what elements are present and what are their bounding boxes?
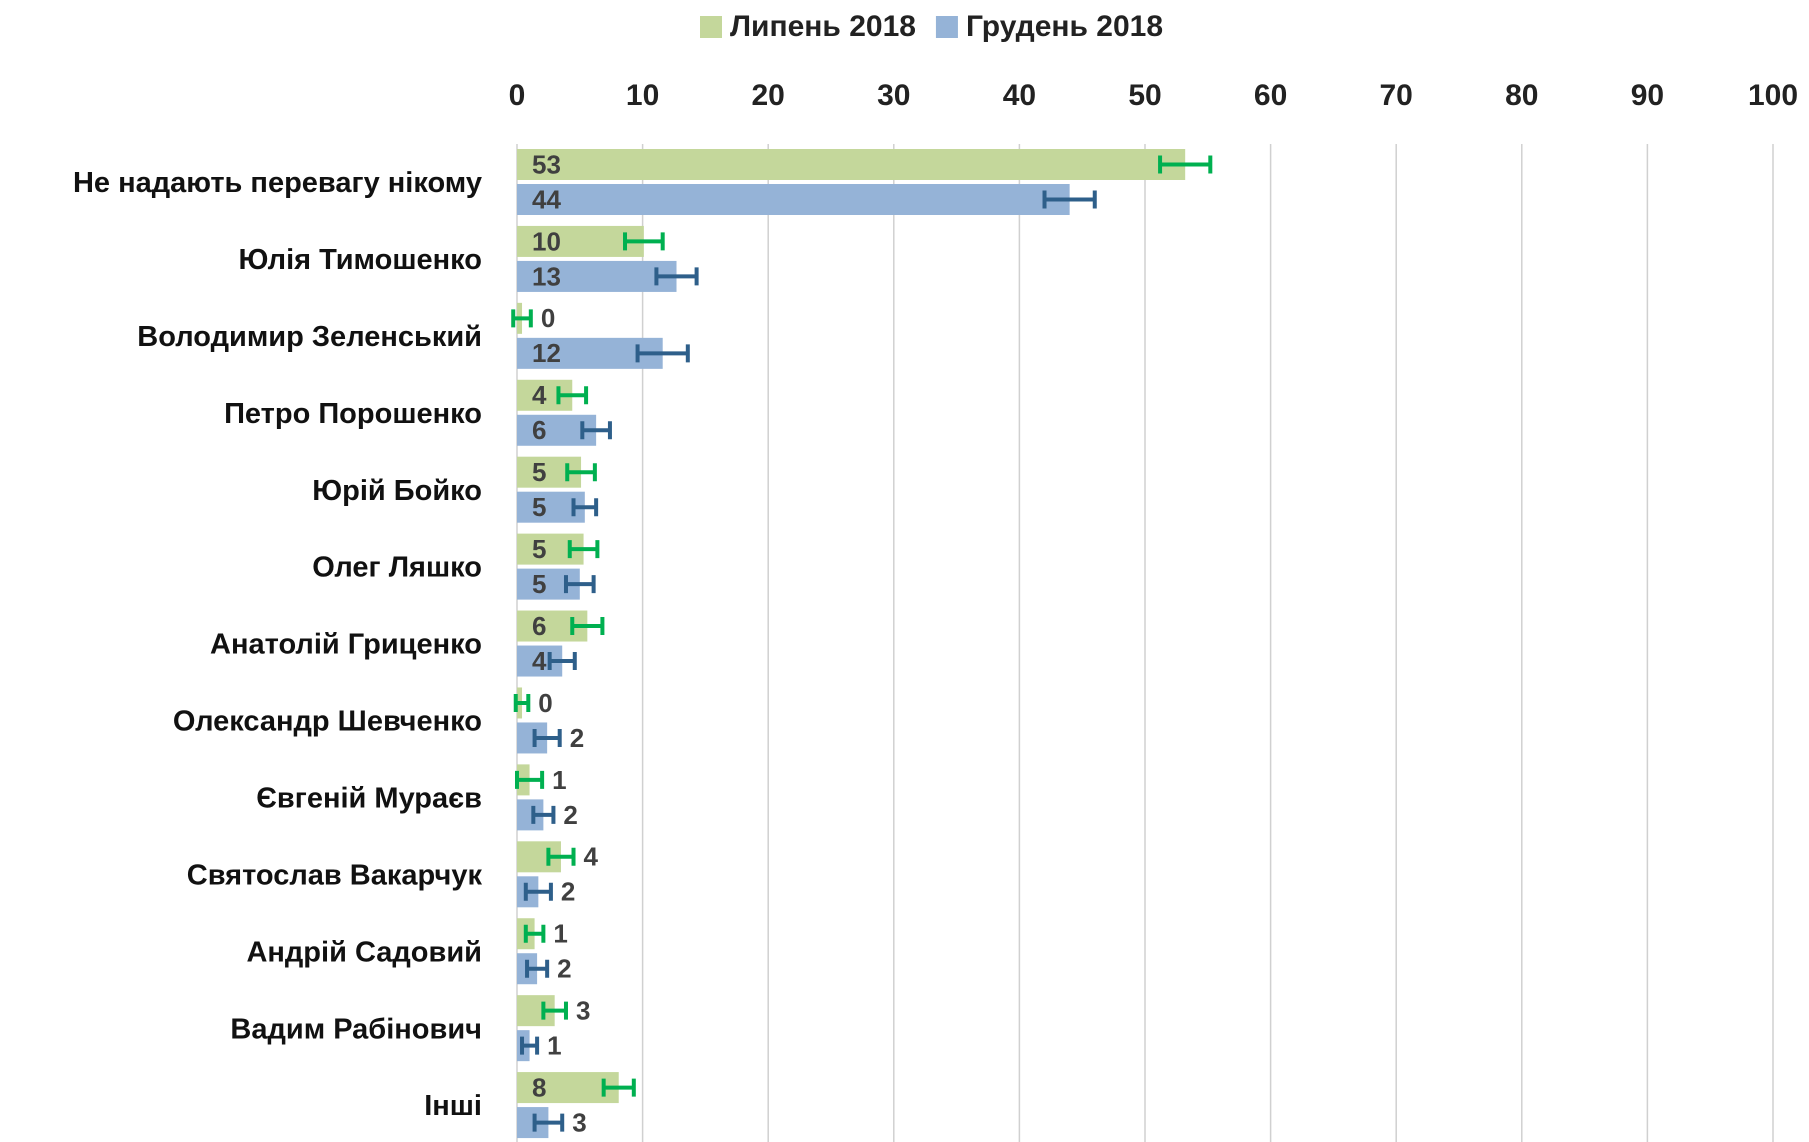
error-bar — [571, 498, 599, 517]
error-bar — [532, 728, 562, 747]
error-bar — [513, 693, 531, 712]
error-bar — [654, 267, 699, 286]
data-label: 5 — [532, 492, 546, 522]
category-label: Юлія Тимошенко — [238, 244, 482, 276]
category-label: Олег Ляшко — [312, 552, 482, 584]
x-tick-label: 70 — [1380, 79, 1413, 112]
error-bar — [635, 344, 690, 363]
error-bar — [531, 805, 556, 824]
data-label: 0 — [538, 688, 552, 718]
error-bar — [1042, 190, 1097, 209]
data-label: 53 — [532, 149, 561, 179]
data-label: 2 — [563, 800, 577, 830]
bar — [517, 184, 1070, 215]
error-bar — [511, 309, 533, 328]
data-label: 2 — [570, 723, 584, 753]
category-label: Олександр Шевченко — [173, 706, 482, 738]
category-label: Вадим Рабінович — [230, 1013, 482, 1045]
error-bar — [565, 463, 597, 482]
data-label: 3 — [572, 1107, 586, 1137]
data-label: 4 — [532, 646, 547, 676]
x-tick-label: 20 — [752, 79, 785, 112]
data-label: 2 — [561, 877, 575, 907]
data-label: 0 — [541, 303, 555, 333]
data-label: 8 — [532, 1072, 546, 1102]
data-label: 13 — [532, 261, 561, 291]
error-bar — [567, 540, 600, 559]
x-tick-label: 0 — [509, 79, 526, 112]
data-label: 2 — [557, 954, 571, 984]
legend-label: Грудень 2018 — [966, 10, 1163, 43]
data-label: 4 — [584, 842, 599, 872]
data-label: 1 — [547, 1031, 561, 1061]
category-label: Юрій Бойко — [312, 475, 482, 507]
category-label: Анатолій Гриценко — [210, 629, 482, 661]
error-bar — [523, 924, 546, 943]
x-tick-label: 100 — [1748, 79, 1798, 112]
category-label: Євгеній Мураєв — [256, 783, 482, 815]
error-bar — [601, 1078, 636, 1097]
error-bar — [541, 1001, 568, 1020]
category-label: Андрій Садовий — [246, 936, 482, 968]
error-bar — [515, 770, 545, 789]
data-label: 5 — [532, 457, 546, 487]
error-bar — [563, 575, 596, 594]
data-label: 5 — [532, 569, 546, 599]
error-bar — [1158, 155, 1213, 174]
error-bar — [546, 847, 576, 866]
data-label: 5 — [532, 534, 546, 564]
data-label: 1 — [553, 919, 567, 949]
x-tick-label: 90 — [1631, 79, 1664, 112]
category-label: Інші — [424, 1090, 482, 1122]
x-tick-label: 60 — [1254, 79, 1287, 112]
category-label: Петро Порошенко — [224, 398, 482, 430]
error-bar — [547, 652, 577, 671]
data-label: 4 — [532, 380, 547, 410]
category-label: Не надають перевагу нікому — [73, 167, 482, 199]
data-label: 10 — [532, 226, 561, 256]
data-label: 6 — [532, 611, 546, 641]
error-bar — [523, 882, 553, 901]
x-tick-label: 10 — [626, 79, 659, 112]
bar — [517, 225, 644, 257]
error-bar — [556, 386, 589, 405]
x-tick-label: 50 — [1128, 79, 1161, 112]
category-label: Володимир Зеленський — [137, 321, 482, 353]
category-label: Святослав Вакарчук — [187, 859, 483, 891]
data-label: 1 — [552, 765, 566, 795]
error-bar — [570, 617, 605, 636]
error-bar — [532, 1113, 565, 1132]
legend-swatch — [935, 16, 958, 38]
data-label: 6 — [532, 415, 546, 445]
legend-label: Липень 2018 — [730, 10, 916, 43]
x-tick-label: 40 — [1003, 79, 1036, 112]
data-label: 12 — [532, 338, 561, 368]
error-bar — [623, 232, 665, 251]
x-tick-label: 80 — [1505, 79, 1538, 112]
x-tick-label: 30 — [877, 79, 910, 112]
error-bar — [580, 421, 612, 440]
data-label: 3 — [576, 996, 590, 1026]
legend-swatch — [700, 16, 722, 38]
data-label: 44 — [532, 184, 561, 214]
bar — [517, 260, 677, 292]
bar — [517, 149, 1186, 180]
error-bar — [520, 1036, 540, 1055]
error-bar — [525, 959, 550, 978]
